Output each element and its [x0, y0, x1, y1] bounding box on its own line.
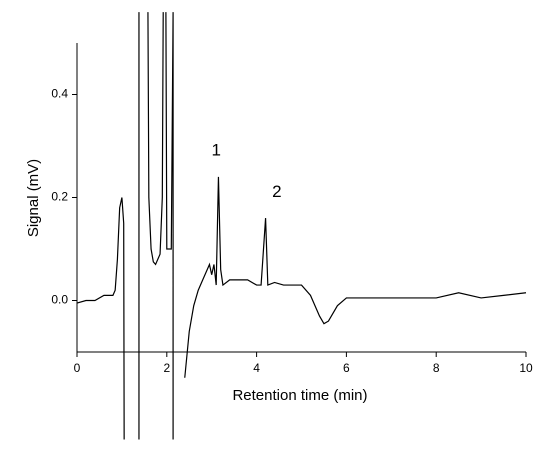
- x-tick-label: 4: [253, 361, 260, 375]
- x-tick-label: 0: [74, 361, 81, 375]
- peak-label: 1: [211, 141, 220, 160]
- signal-line: [76, 12, 527, 440]
- x-tick-label: 8: [433, 361, 440, 375]
- y-tick-label: 0.4: [51, 87, 68, 101]
- x-tick-label: 6: [343, 361, 350, 375]
- x-tick-label: 10: [519, 361, 533, 375]
- y-tick-label: 0.0: [51, 293, 68, 307]
- y-tick-label: 0.2: [51, 190, 68, 204]
- y-axis-label: Signal (mV): [25, 159, 42, 237]
- peak-label: 2: [272, 182, 281, 201]
- x-axis-label: Retention time (min): [232, 387, 367, 404]
- x-tick-label: 2: [163, 361, 170, 375]
